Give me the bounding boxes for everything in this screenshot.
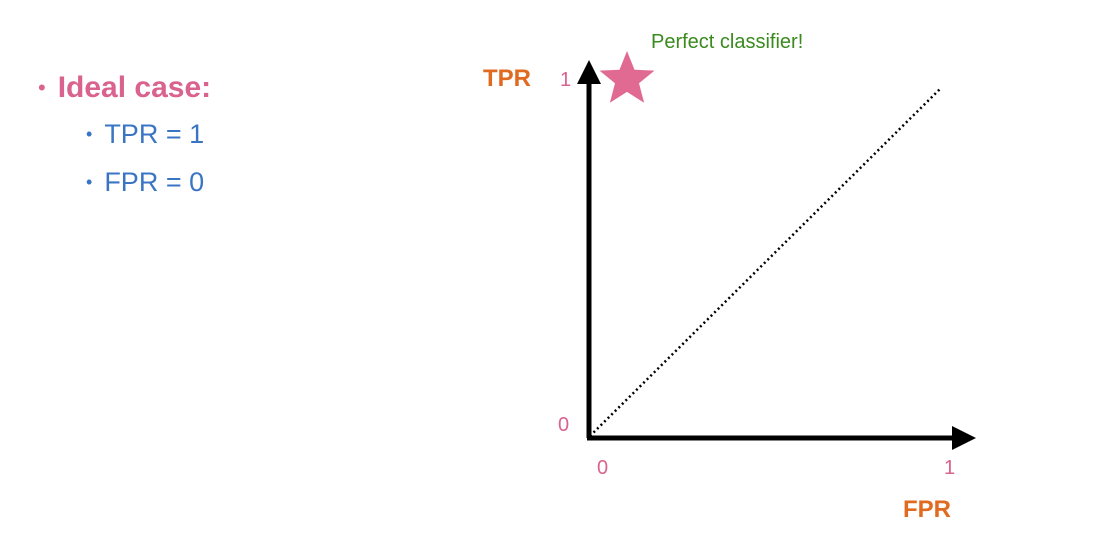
bullet-ideal-case: • Ideal case: bbox=[38, 66, 211, 110]
bullet-tpr-label: TPR = 1 bbox=[104, 118, 205, 149]
bullet-tpr: • TPR = 1 bbox=[86, 110, 211, 158]
perfect-classifier-annotation: Perfect classifier! bbox=[651, 31, 803, 53]
bullet-dot: • bbox=[86, 123, 93, 144]
x-tick-left: 0 bbox=[597, 457, 608, 479]
x-tick-right: 1 bbox=[944, 457, 955, 479]
y-axis-arrow bbox=[577, 60, 601, 84]
x-axis-arrow bbox=[952, 426, 976, 450]
y-tick-bottom: 0 bbox=[558, 414, 569, 436]
y-axis-title: TPR bbox=[483, 65, 531, 92]
bullet-fpr: • FPR = 0 bbox=[86, 158, 211, 206]
bullet-dot: • bbox=[38, 75, 46, 100]
y-tick-top: 1 bbox=[560, 69, 571, 91]
x-axis-title: FPR bbox=[903, 496, 951, 523]
bullet-fpr-label: FPR = 0 bbox=[104, 166, 205, 197]
diagonal-line bbox=[589, 87, 942, 437]
bullet-dot: • bbox=[86, 171, 93, 192]
star-icon bbox=[599, 51, 655, 103]
bullet-ideal-case-label: Ideal case: bbox=[57, 71, 212, 104]
bullet-list: • Ideal case: • TPR = 1 • FPR = 0 bbox=[38, 66, 211, 206]
